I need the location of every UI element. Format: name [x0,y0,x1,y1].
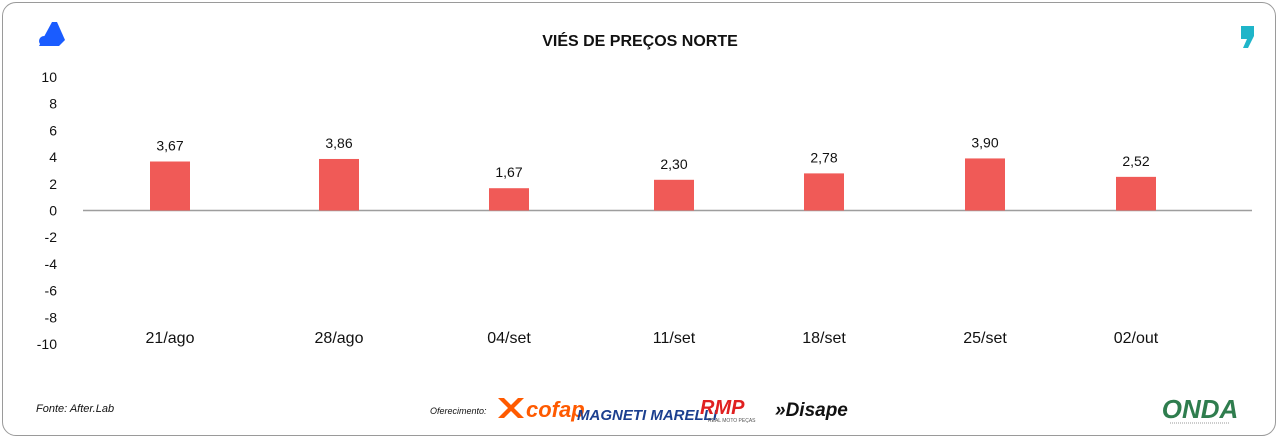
disape-logo: »Disape [775,400,848,421]
category-label: 18/set [802,330,846,347]
category-label: 02/out [1114,330,1159,347]
category-labels: 21/ago 28/ago 04/set 11/set 18/set 25/set 02/o… [146,330,1159,347]
category-label: 28/ago [315,330,364,347]
chart-title: VIÉS DE PREÇOS NORTE [542,31,738,50]
y-tick-label: 6 [49,122,57,138]
y-axis-ticks: 10 8 6 4 2 0 -2 -4 -6 -8 -10 [37,69,57,352]
y-tick-label: 2 [49,176,57,192]
data-labels: 3,67 3,86 1,67 2,30 2,78 3,90 2,52 [156,134,1149,180]
bar [965,158,1005,211]
y-tick-label: -4 [45,256,58,272]
bar [654,179,694,211]
y-tick-label: -2 [45,229,58,245]
cofap-logo: cofap [498,397,585,422]
rmp-logo-text: RMP [700,397,745,419]
bar [804,173,844,211]
category-label: 11/set [653,330,696,347]
magneti-marelli-logo-text: MAGNETI MARELLI [577,407,718,424]
category-label: 04/set [487,330,531,347]
data-label: 1,67 [495,164,522,180]
logo-a-icon [39,22,65,46]
category-label: 25/set [963,330,1007,347]
bar [1116,176,1156,211]
bar [489,188,529,211]
quote-logo-icon [1241,26,1254,48]
cofap-logo-text: cofap [526,397,585,422]
y-tick-label: -10 [37,336,57,352]
data-label: 2,30 [660,156,687,172]
data-label: 3,90 [971,134,998,150]
sponsor-label: Oferecimento: [430,406,487,416]
bar [150,161,190,211]
y-tick-label: 10 [41,69,57,85]
y-tick-label: 0 [49,203,57,219]
onda-logo-text: ONDA [1162,394,1239,424]
bars [150,158,1156,211]
source-note: Fonte: After.Lab [36,403,114,415]
bar [319,158,359,211]
data-label: 3,86 [325,135,352,151]
rmp-logo: RMP REAL MOTO PEÇAS [700,397,756,424]
magneti-marelli-logo: MAGNETI MARELLI [577,407,718,424]
onda-logo: ONDA [1162,394,1239,424]
disape-logo-text: »Disape [775,400,848,421]
y-tick-label: -6 [45,283,58,299]
y-tick-label: 8 [49,96,57,112]
data-label: 3,67 [156,138,183,154]
rmp-tagline: REAL MOTO PEÇAS [708,418,756,424]
data-label: 2,52 [1122,153,1149,169]
data-label: 2,78 [810,149,837,165]
y-tick-label: -8 [45,309,58,325]
category-label: 21/ago [146,330,195,347]
y-tick-label: 4 [49,149,57,165]
